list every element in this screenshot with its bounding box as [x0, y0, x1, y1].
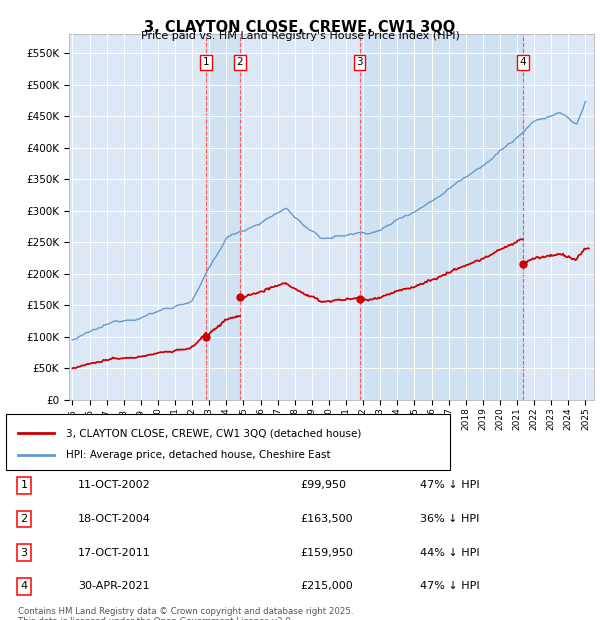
Text: 3: 3	[20, 547, 28, 558]
Text: Price paid vs. HM Land Registry's House Price Index (HPI): Price paid vs. HM Land Registry's House …	[140, 31, 460, 41]
Text: £159,950: £159,950	[300, 547, 353, 558]
Text: HPI: Average price, detached house, Cheshire East: HPI: Average price, detached house, Ches…	[66, 450, 331, 460]
Text: 30-APR-2021: 30-APR-2021	[78, 582, 149, 591]
Text: 4: 4	[520, 58, 526, 68]
Text: £99,950: £99,950	[300, 480, 346, 490]
Text: Contains HM Land Registry data © Crown copyright and database right 2025.
This d: Contains HM Land Registry data © Crown c…	[18, 607, 353, 620]
Bar	[359, 34, 523, 400]
Text: 11-OCT-2002: 11-OCT-2002	[78, 480, 151, 490]
Text: 3, CLAYTON CLOSE, CREWE, CW1 3QQ: 3, CLAYTON CLOSE, CREWE, CW1 3QQ	[145, 20, 455, 35]
Text: 1: 1	[20, 480, 28, 490]
Text: 17-OCT-2011: 17-OCT-2011	[78, 547, 151, 558]
Text: 47% ↓ HPI: 47% ↓ HPI	[420, 582, 479, 591]
Bar	[206, 34, 240, 400]
Text: 36% ↓ HPI: 36% ↓ HPI	[420, 514, 479, 524]
FancyBboxPatch shape	[6, 414, 450, 470]
Text: 3, CLAYTON CLOSE, CREWE, CW1 3QQ (detached house): 3, CLAYTON CLOSE, CREWE, CW1 3QQ (detach…	[66, 428, 361, 438]
Text: 4: 4	[20, 582, 28, 591]
Text: 3: 3	[356, 58, 363, 68]
Text: £215,000: £215,000	[300, 582, 353, 591]
Text: 1: 1	[202, 58, 209, 68]
Text: 2: 2	[20, 514, 28, 524]
Text: 44% ↓ HPI: 44% ↓ HPI	[420, 547, 479, 558]
Text: £163,500: £163,500	[300, 514, 353, 524]
Text: 47% ↓ HPI: 47% ↓ HPI	[420, 480, 479, 490]
Text: 2: 2	[236, 58, 244, 68]
Text: 18-OCT-2004: 18-OCT-2004	[78, 514, 151, 524]
